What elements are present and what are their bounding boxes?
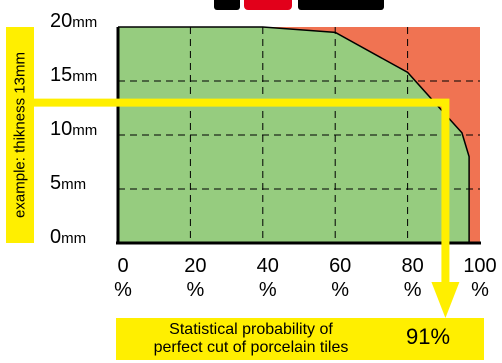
example-label: example: thikness 13mm	[11, 52, 29, 218]
x-tick-value: 80	[401, 255, 424, 277]
x-tick-label: 80%	[393, 254, 433, 302]
result-line-1: Statistical probability of	[169, 321, 333, 338]
result-value: 91%	[406, 324, 451, 349]
x-tick-label: 100%	[460, 254, 500, 302]
x-tick-unit: %	[258, 279, 277, 301]
x-tick-unit: %	[403, 279, 422, 301]
result-line-2: perfect cut of porcelain tiles	[153, 339, 349, 356]
x-tick-value: 100	[463, 255, 497, 277]
brand-logo-badge	[244, 0, 292, 10]
y-tick-label: 10mm	[50, 118, 114, 141]
y-tick-value: 10	[50, 118, 73, 140]
x-tick-value: 60	[329, 255, 352, 277]
example-label-box	[6, 27, 34, 243]
y-tick-unit: mm	[72, 14, 98, 31]
result-box: Statistical probability of perfect cut o…	[116, 318, 484, 360]
x-tick-unit: %	[186, 279, 205, 301]
x-tick-value: 40	[256, 255, 279, 277]
x-tick-label: 40%	[248, 254, 288, 302]
boundary-line	[118, 26, 470, 243]
x-tick-value: 0	[117, 255, 129, 277]
x-tick-value: 20	[184, 255, 207, 277]
bad-cut-area	[118, 27, 480, 243]
x-tick-unit: %	[471, 279, 489, 301]
example-arrow-line	[34, 98, 450, 290]
y-tick-value: 0	[50, 226, 62, 248]
y-tick-unit: mm	[72, 68, 98, 85]
result-description: Statistical probability of perfect cut o…	[116, 321, 386, 357]
brand-logo-left	[214, 0, 240, 10]
example-arrow-head	[431, 282, 460, 318]
y-tick-label: 20mm	[50, 10, 114, 33]
y-tick-label: 0mm	[50, 226, 114, 249]
y-tick-value: 20	[50, 10, 73, 32]
y-tick-unit: mm	[72, 122, 98, 139]
x-tick-label: 0%	[103, 254, 143, 302]
y-tick-value: 5	[50, 172, 62, 194]
brand-logo-right	[298, 0, 384, 10]
x-tick-unit: %	[114, 279, 132, 301]
y-tick-value: 15	[50, 64, 73, 86]
y-tick-label: 15mm	[50, 64, 114, 87]
y-tick-unit: mm	[61, 176, 87, 193]
y-tick-unit: mm	[61, 230, 87, 247]
x-tick-label: 20%	[175, 254, 215, 302]
grid-lines	[118, 27, 480, 243]
x-tick-unit: %	[331, 279, 350, 301]
y-tick-label: 5mm	[50, 172, 114, 195]
x-tick-label: 60%	[320, 254, 360, 302]
